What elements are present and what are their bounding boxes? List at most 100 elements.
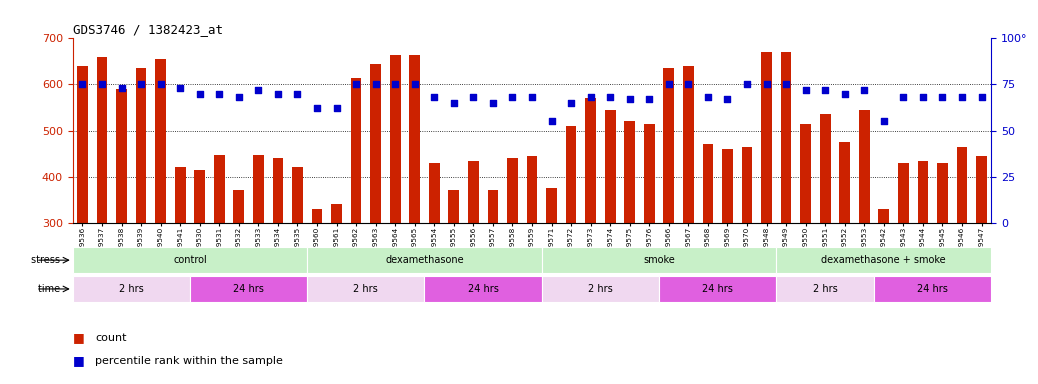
Bar [190,276,307,302]
Bar [800,124,811,361]
Text: time: time [38,284,63,294]
Point [308,105,325,111]
Bar [585,98,596,361]
Point [777,81,794,88]
Text: ■: ■ [73,331,84,344]
Point [602,94,619,101]
Bar [781,52,791,361]
Bar [566,126,576,361]
Point [367,81,384,88]
Point [914,94,931,101]
Bar [311,209,323,361]
Bar [73,247,307,273]
Point [758,81,774,88]
Point [640,96,657,102]
Point [387,81,404,88]
Point [954,94,971,101]
Bar [878,209,890,361]
Point [290,91,306,97]
Point [875,118,892,124]
Bar [136,68,146,361]
Bar [703,144,713,361]
Text: 24 hrs: 24 hrs [918,284,948,294]
Point [680,81,696,88]
Text: dexamethasone + smoke: dexamethasone + smoke [821,255,946,265]
Bar [663,68,674,361]
Bar [624,121,635,361]
Bar [898,163,908,361]
Text: control: control [173,255,207,265]
Bar [937,163,948,361]
Point [250,87,267,93]
Bar [741,147,753,361]
Text: 2 hrs: 2 hrs [119,284,143,294]
Text: 24 hrs: 24 hrs [234,284,264,294]
Bar [307,247,542,273]
Bar [214,155,224,361]
Bar [605,110,616,361]
Text: 24 hrs: 24 hrs [703,284,733,294]
Bar [429,163,440,361]
Point [622,96,638,102]
Bar [722,149,733,361]
Text: 2 hrs: 2 hrs [354,284,378,294]
Bar [253,155,264,361]
Bar [273,158,283,361]
Text: 24 hrs: 24 hrs [468,284,498,294]
Bar [174,167,186,361]
Text: 2 hrs: 2 hrs [813,284,838,294]
Bar [331,204,342,361]
Bar [918,161,928,361]
Point [543,118,559,124]
Bar [390,55,401,361]
Text: smoke: smoke [644,255,675,265]
Bar [542,276,659,302]
Bar [194,170,206,361]
Bar [448,190,459,361]
Bar [468,161,479,361]
Point [153,81,169,88]
Point [172,85,189,91]
Point [74,81,90,88]
Point [348,81,364,88]
Bar [761,52,772,361]
Bar [840,142,850,361]
Text: count: count [95,333,127,343]
Point [407,81,424,88]
Bar [351,78,361,361]
Point [700,94,716,101]
Point [817,87,834,93]
Bar [644,124,655,361]
Bar [776,247,991,273]
Bar [77,66,88,361]
Bar [874,276,991,302]
Bar [683,66,693,361]
Bar [73,276,190,302]
Point [191,91,208,97]
Bar [116,89,127,361]
Bar [546,188,557,361]
Point [719,96,736,102]
Text: GDS3746 / 1382423_at: GDS3746 / 1382423_at [73,23,223,36]
Text: dexamethasone: dexamethasone [385,255,464,265]
Point [445,100,462,106]
Point [974,94,990,101]
Point [485,100,501,106]
Bar [97,57,107,361]
Bar [292,167,303,361]
Bar [542,247,776,273]
Point [856,87,873,93]
Point [837,91,853,97]
Point [582,94,599,101]
Bar [488,190,498,361]
Point [934,94,951,101]
Bar [659,276,776,302]
Bar [307,276,425,302]
Point [465,94,482,101]
Bar [820,114,830,361]
Text: 2 hrs: 2 hrs [588,284,612,294]
Point [563,100,579,106]
Point [113,85,130,91]
Point [211,91,227,97]
Bar [371,64,381,361]
